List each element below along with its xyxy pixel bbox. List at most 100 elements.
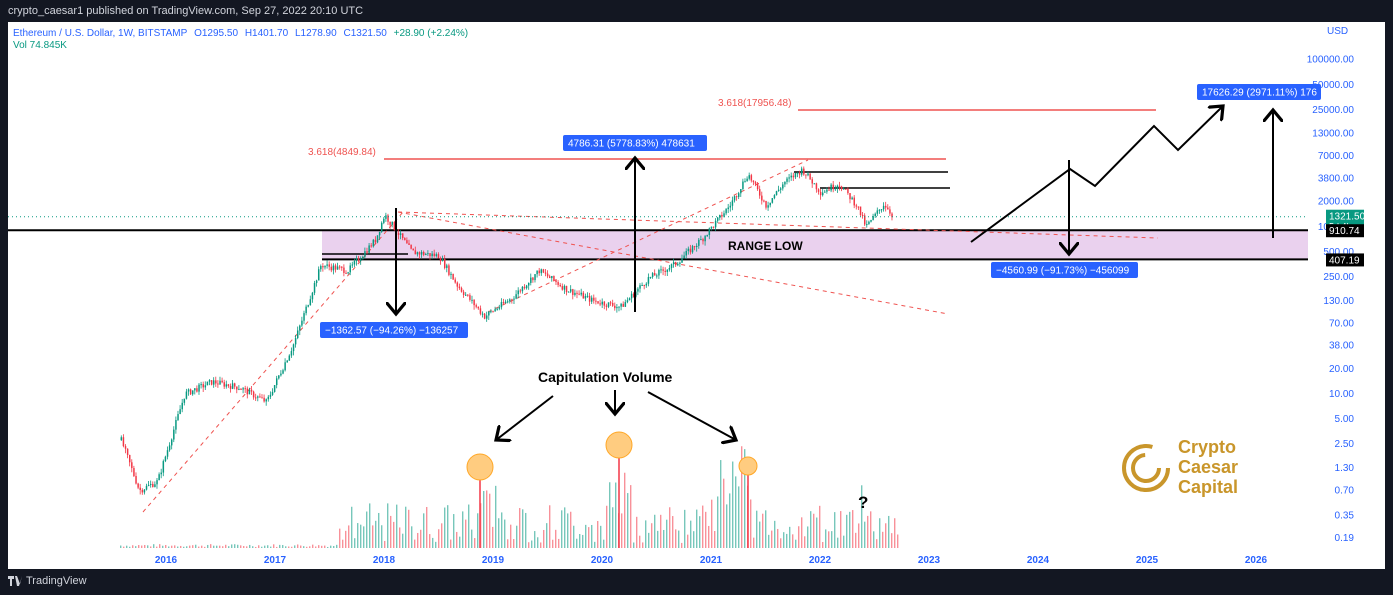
chart-frame[interactable]: Ethereum / U.S. Dollar, 1W, BITSTAMP O12… [8, 22, 1385, 569]
volume-bar [651, 523, 653, 548]
candle-body [483, 313, 486, 319]
candle-body [668, 267, 671, 270]
volume-bar [735, 476, 737, 548]
candle-body [158, 474, 160, 481]
candle-body [227, 384, 230, 386]
range-box [322, 230, 1308, 260]
volume-bar [669, 507, 671, 548]
candle-body [509, 299, 511, 302]
candle-body [548, 276, 551, 279]
candle-body [496, 308, 498, 310]
measure-label-box [563, 135, 707, 151]
candle-body [824, 191, 826, 193]
volume-bar [180, 545, 182, 548]
candle-body [773, 195, 776, 199]
volume-bar [612, 507, 614, 548]
candle-body [782, 184, 784, 189]
candle-body [733, 196, 736, 201]
fib-level-label: 3.618(4849.84) [308, 147, 376, 158]
candle-body [672, 262, 675, 265]
candle-body [826, 189, 828, 192]
volume-bar [879, 518, 881, 548]
dashed-trendline [397, 211, 949, 315]
symbol-name[interactable]: Ethereum / U.S. Dollar, 1W, BITSTAMP [13, 28, 188, 39]
candle-body [330, 266, 333, 271]
x-tick-label: 2026 [1245, 555, 1268, 566]
open-value: O1295.50 [194, 28, 239, 39]
candle-body [731, 200, 734, 206]
y-tick-label: 1.30 [1335, 463, 1355, 474]
volume-bar [309, 546, 311, 548]
candle-body [292, 344, 295, 352]
candle-body [735, 196, 738, 198]
candle-body [389, 221, 391, 225]
candle-body [805, 174, 807, 176]
candle-body [721, 214, 723, 217]
measure-label-box [320, 322, 468, 338]
volume-bar [513, 539, 515, 548]
y-tick-label: 2000.00 [1318, 197, 1355, 208]
candle-body [223, 382, 225, 387]
volume-bar [312, 544, 314, 548]
candle-body [399, 233, 402, 235]
volume-bar [474, 538, 476, 548]
candle-body [154, 484, 156, 487]
candle-body [376, 235, 379, 243]
y-tick-label: 0.70 [1335, 485, 1355, 496]
footer-brand[interactable]: TradingView [26, 575, 87, 587]
candle-body [567, 291, 570, 293]
price-chart[interactable]: 100000.00 50000.00 25000.00 13000.00 7000.00… [8, 22, 1385, 569]
candle-body [467, 294, 469, 296]
volume-bar [372, 525, 374, 548]
volume-bar [744, 449, 746, 548]
candle-body [414, 250, 417, 255]
candle-body [887, 207, 889, 210]
candle-body [595, 300, 597, 302]
candle-body [152, 483, 154, 487]
candle-body [456, 282, 459, 287]
candle-body [786, 178, 788, 182]
candle-body [164, 456, 167, 462]
candle-body [698, 239, 700, 246]
candle-body [128, 454, 131, 463]
candle-body [278, 375, 280, 379]
volume-bar [354, 538, 356, 548]
candle-body [811, 179, 813, 184]
volume-bar [336, 544, 338, 548]
volume-bar [681, 542, 683, 548]
candle-body [744, 181, 746, 183]
candle-body [674, 262, 677, 266]
volume-bar [543, 529, 545, 548]
candle-body [687, 248, 690, 252]
volume-bar [207, 544, 209, 548]
volume-bar [366, 511, 368, 548]
candle-body [754, 182, 757, 184]
change-value: +28.90 (+2.24%) [393, 28, 469, 39]
candle-body [450, 273, 452, 275]
volume-bar [300, 545, 302, 548]
candle-body [723, 213, 725, 217]
volume-bar [690, 520, 692, 548]
x-tick-label: 2025 [1136, 555, 1159, 566]
volume-bar [204, 546, 206, 548]
y-tick-label: 38.00 [1329, 340, 1354, 351]
volume-bar [630, 485, 632, 548]
candle-body [775, 191, 778, 196]
candle-body [259, 396, 261, 398]
candle-body [866, 224, 868, 226]
candle-body [693, 246, 696, 248]
volume-bar [318, 545, 320, 548]
volume-bar [405, 506, 407, 548]
volume-bar [273, 544, 275, 548]
candle-body [233, 383, 236, 387]
volume-bar [663, 529, 665, 548]
y-tick-label: 5.00 [1335, 414, 1355, 425]
volume-bar [462, 511, 464, 548]
candle-body [792, 175, 795, 178]
candle-body [391, 221, 393, 225]
candle-body [179, 409, 181, 415]
volume-bar [258, 545, 260, 548]
volume-bar [885, 523, 887, 548]
candle-body [555, 280, 557, 283]
candle-body [263, 397, 265, 402]
